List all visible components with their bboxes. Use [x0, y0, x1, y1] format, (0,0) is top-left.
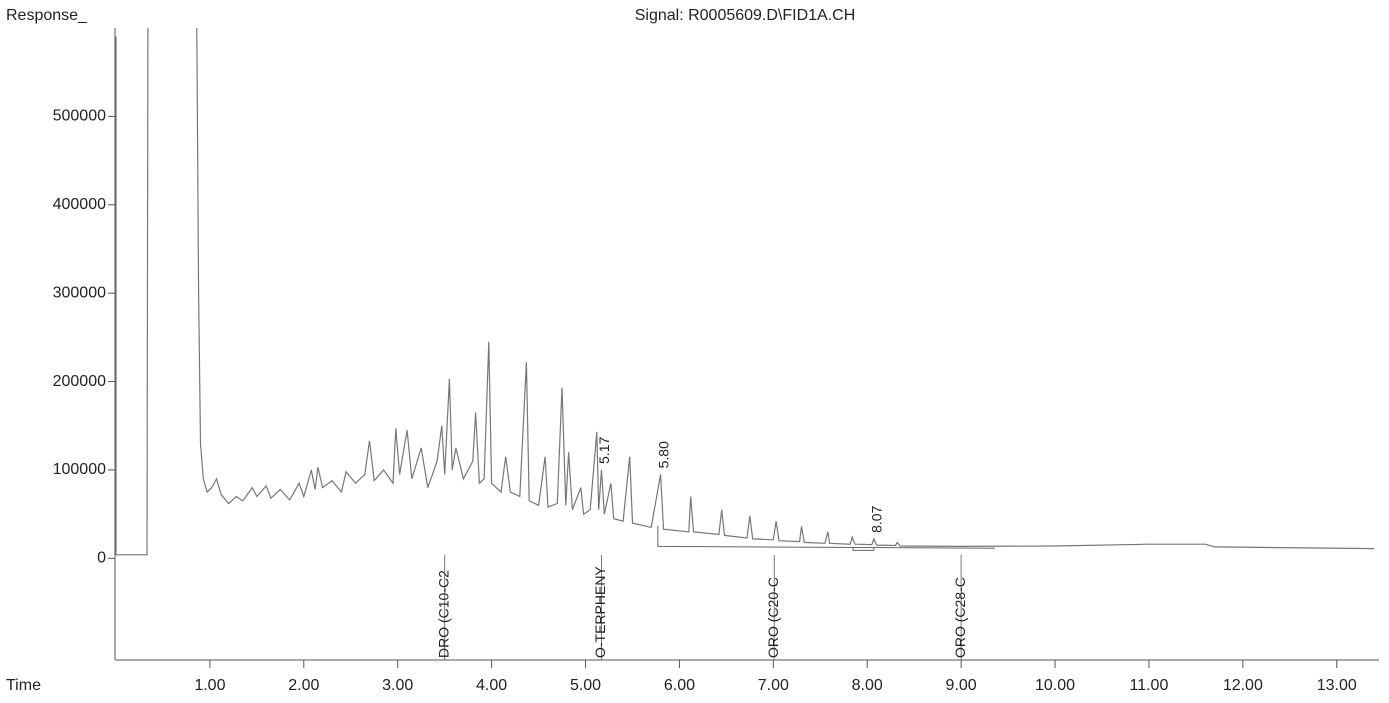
x-tick-label: 13.00 — [1317, 677, 1357, 694]
chart-title: Signal: R0005609.D\FID1A.CH — [635, 7, 856, 24]
y-tick-label: 400000 — [53, 196, 106, 213]
x-tick-label: 8.00 — [852, 677, 883, 694]
x-tick-label: 1.00 — [194, 677, 225, 694]
x-axis-label: Time — [6, 677, 41, 694]
peak-label: 5.17 — [596, 436, 612, 463]
x-tick-label: 11.00 — [1130, 677, 1169, 694]
x-tick-label: 6.00 — [664, 677, 695, 694]
y-tick-label: 200000 — [53, 373, 106, 390]
compound-label: O-TERPHENY — [592, 566, 608, 658]
y-axis-label: Response_ — [6, 7, 88, 24]
y-tick-label: 100000 — [53, 461, 106, 478]
baseline — [657, 525, 995, 549]
x-tick-label: 12.00 — [1223, 677, 1263, 694]
y-tick-label: 500000 — [53, 108, 106, 125]
compound-label: ORO (C20-C — [765, 577, 781, 658]
compound-label: DRO (C10-C2 — [435, 570, 451, 658]
baseline — [852, 546, 875, 551]
compound-label: ORO (C28-C — [952, 577, 968, 658]
x-tick-label: 2.00 — [288, 677, 319, 694]
x-tick-label: 10.00 — [1035, 677, 1075, 694]
peak-label: 5.80 — [655, 441, 671, 468]
y-tick-label: 300000 — [53, 284, 106, 301]
peak-label: 8.07 — [869, 505, 885, 532]
x-tick-label: 7.00 — [758, 677, 789, 694]
signal-trace — [115, 28, 1375, 556]
x-tick-label: 5.00 — [570, 677, 601, 694]
x-tick-label: 4.00 — [476, 677, 507, 694]
x-tick-label: 9.00 — [946, 677, 977, 694]
x-tick-label: 3.00 — [382, 677, 413, 694]
y-tick-label: 0 — [97, 550, 106, 567]
